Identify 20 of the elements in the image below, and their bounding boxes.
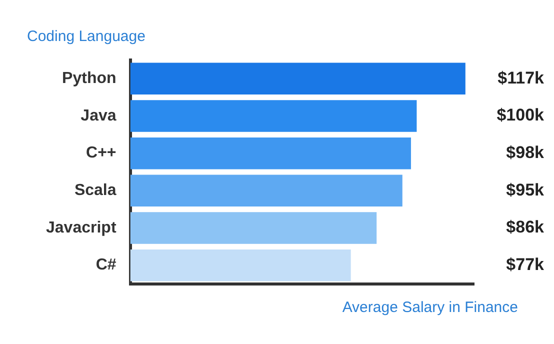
data-label: $95k bbox=[506, 180, 545, 200]
y-tick-label: Java bbox=[80, 107, 116, 124]
x-axis-title: Average Salary in Finance bbox=[342, 299, 518, 316]
y-tick-label: C# bbox=[96, 256, 116, 274]
y-tick-label: C++ bbox=[86, 144, 116, 162]
data-label: $100k bbox=[496, 106, 545, 125]
data-label: $98k bbox=[506, 143, 545, 162]
bar bbox=[130, 212, 377, 244]
bar bbox=[130, 100, 417, 132]
y-axis-title: Coding Language bbox=[27, 28, 146, 45]
data-label: $117k bbox=[498, 68, 545, 88]
data-label: $86k bbox=[506, 218, 545, 237]
bar bbox=[130, 62, 466, 95]
data-label: $77k bbox=[506, 255, 545, 274]
bar bbox=[130, 137, 411, 170]
y-tick-label: Javacript bbox=[46, 219, 117, 236]
y-tick-label: Scala bbox=[74, 182, 116, 200]
y-tick-label: Python bbox=[62, 70, 116, 88]
bar bbox=[130, 249, 351, 282]
bar bbox=[130, 174, 402, 207]
